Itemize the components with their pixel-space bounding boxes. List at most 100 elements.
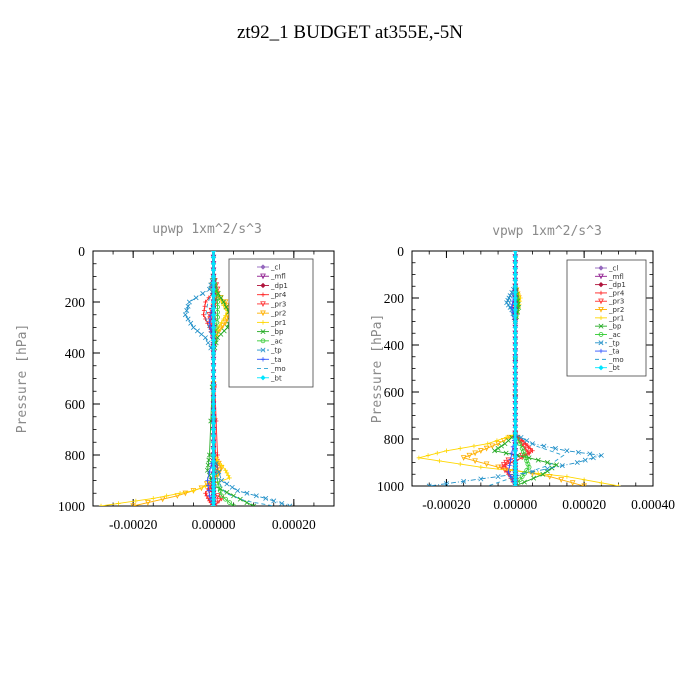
series-ac-point: [219, 493, 224, 499]
series-tp-point: [184, 308, 190, 313]
panel-upwp: upwp 1xm^2/s^3 Pressure [hPa] 0 200 400 600 80…: [15, 222, 335, 532]
y-tick-label: 200: [384, 291, 405, 306]
series-mo: [487, 286, 565, 486]
series-pr1-point: [494, 438, 500, 443]
series-pr2-point: [558, 477, 565, 483]
y-tick-label: 1000: [58, 499, 85, 514]
legend-point: [260, 320, 266, 325]
legend-point: [260, 347, 266, 353]
series-ac-point: [526, 464, 532, 470]
series-bt-point: [210, 267, 217, 273]
series-bt: [210, 251, 217, 506]
series-bt-point: [210, 465, 217, 471]
series-pr1-point: [503, 435, 509, 440]
series-bt-point: [210, 337, 217, 343]
legend-item: _ta: [595, 348, 620, 356]
series-bt-point: [512, 383, 518, 389]
series-bt-point: [210, 369, 217, 375]
series-bt-point: [512, 271, 518, 278]
series-pr1-point: [116, 501, 121, 506]
series-pr1-point: [223, 313, 228, 318]
legend-point: [260, 301, 266, 308]
series-ta-point: [507, 463, 512, 468]
series-bt-point: [210, 331, 217, 337]
series-pr1-point: [151, 496, 156, 501]
legend-point: [260, 273, 266, 280]
series-pr4-point: [201, 308, 207, 313]
x-tick-label: -0.00020: [109, 517, 158, 532]
series-bt-point: [210, 407, 217, 413]
series-tp-point: [235, 488, 241, 494]
series-pr1-point: [133, 498, 139, 504]
series-pr1-point: [599, 480, 604, 486]
legend-label: _mo: [608, 356, 624, 364]
series-ac-point: [214, 320, 220, 325]
legend-item: _tp: [595, 339, 620, 347]
series-bt-point: [512, 307, 518, 313]
series-pr1-point: [219, 320, 224, 325]
series-bt-point: [210, 305, 217, 311]
series-bt-point: [210, 426, 217, 433]
series-bp-point: [502, 441, 508, 447]
series-pr2-point: [478, 448, 484, 454]
series-bt-point: [512, 442, 518, 448]
series-pr2-point: [483, 445, 490, 452]
panel-title: vpwp 1xm^2/s^3: [492, 224, 602, 239]
y-tick-label: 600: [384, 385, 405, 400]
series-bp-point: [206, 457, 212, 463]
series-bt-point: [512, 301, 518, 307]
series-bt-point: [210, 395, 217, 401]
series-bt-point: [512, 360, 518, 366]
series-tp-point: [544, 466, 550, 472]
legend-label: _ac: [608, 331, 621, 339]
series-pr1-point: [581, 477, 587, 482]
series-tp-point: [287, 503, 293, 506]
series-tp-point: [505, 302, 511, 308]
legend: _cl_mfl_dp1_pr4_pr3_pr2_pr1_bp_ac_tp_ta_…: [566, 259, 647, 377]
legend-label: _pr4: [608, 289, 625, 297]
series-tp-point: [541, 443, 547, 449]
series-bt-point: [210, 318, 217, 324]
legend-label: _pr2: [270, 310, 286, 318]
series-bt-point: [512, 448, 518, 454]
series-tp-point: [253, 493, 259, 499]
legend-label: _mo: [270, 365, 286, 373]
series-bp-point: [521, 479, 527, 485]
series-bt-point: [512, 436, 518, 442]
y-axis-label: Pressure [hPa]: [15, 324, 30, 434]
legend-label: _bp: [270, 328, 284, 336]
series-pr2-point: [495, 464, 501, 471]
series-bp-point: [503, 450, 509, 456]
series-pr1-point: [215, 457, 220, 463]
series-bt-point: [210, 420, 217, 426]
legend-item: _cl: [257, 264, 280, 272]
series-mo: [205, 276, 274, 506]
legend-item: _pr2: [595, 306, 624, 314]
legend-point: [260, 329, 266, 335]
y-tick-label: 600: [65, 397, 86, 412]
series-pr2-point: [569, 480, 576, 486]
series-bp-point: [495, 445, 501, 451]
legend-point: [260, 282, 266, 289]
series-bt-point: [512, 318, 518, 325]
legend-item: _pr1: [257, 319, 286, 327]
series-ac-point: [217, 488, 223, 494]
series-bt-point: [210, 356, 217, 362]
series-bt-point: [210, 471, 217, 477]
series-pr1-point: [203, 484, 208, 489]
series-bt-point: [512, 254, 518, 260]
series-bt-point: [210, 433, 217, 439]
x-tick-label: 0.00000: [192, 517, 236, 532]
legend-label: _pr1: [270, 319, 286, 327]
series-pr2-point: [466, 452, 473, 459]
series-bp-point: [544, 460, 550, 465]
legend-point: [598, 332, 604, 337]
series-bt-point: [210, 446, 217, 452]
x-tick-label: 0.00040: [631, 497, 675, 512]
series-bt-point: [512, 483, 518, 486]
legend-label: _cl: [608, 265, 618, 273]
series-pr2-point: [460, 455, 467, 461]
legend-item: _bt: [257, 374, 282, 382]
series-bt-point: [512, 324, 518, 330]
legend-label: _tp: [608, 339, 620, 347]
